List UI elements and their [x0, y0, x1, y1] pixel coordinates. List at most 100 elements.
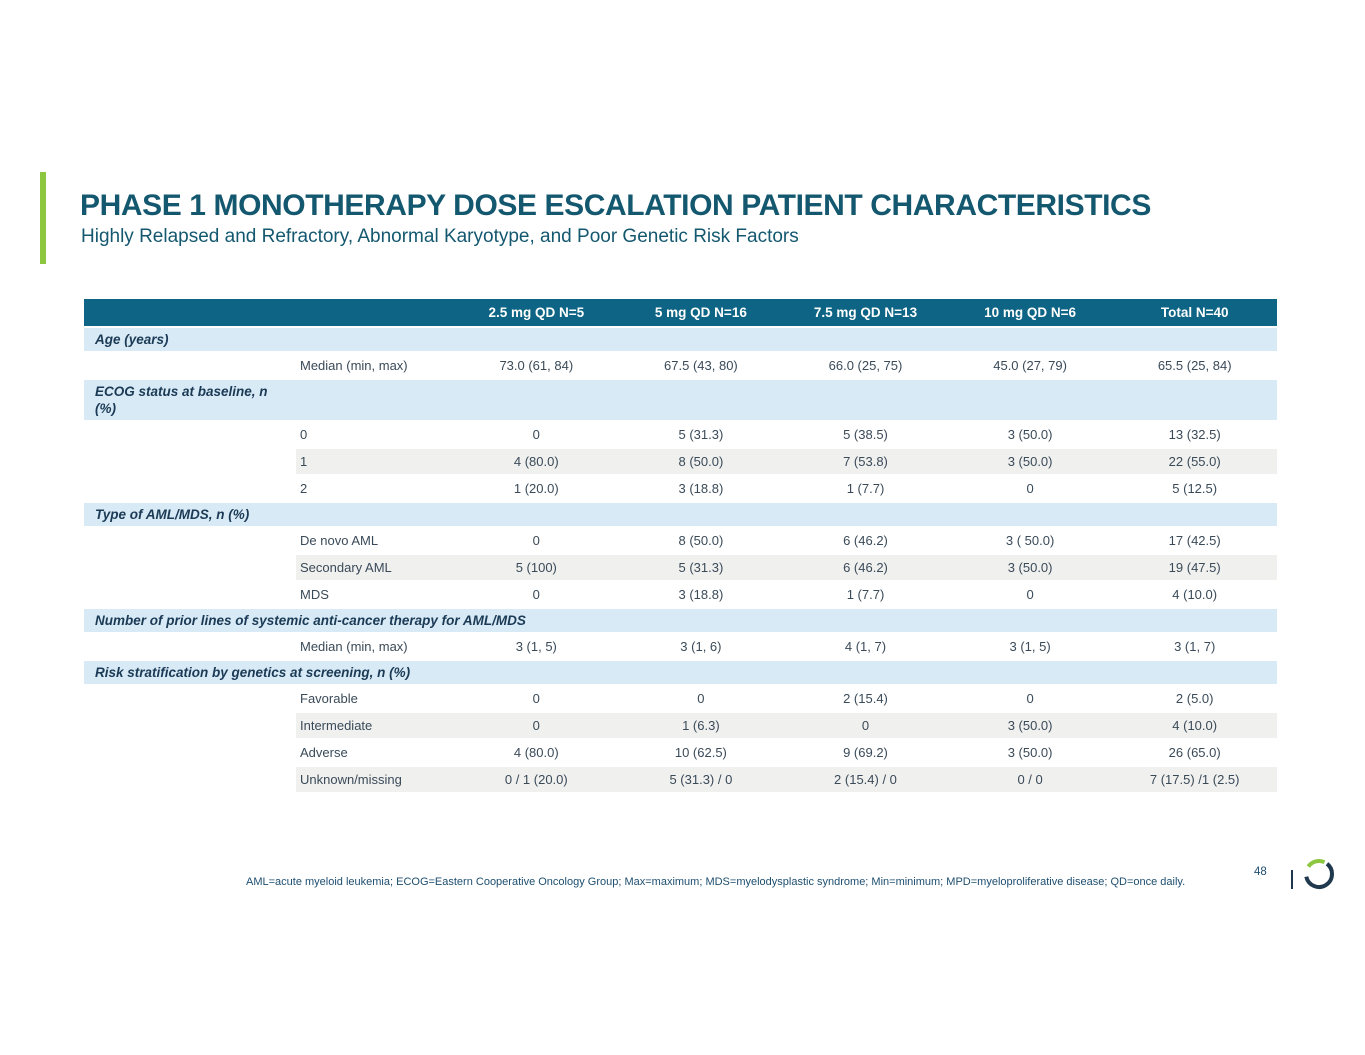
row-value: 22 (55.0) — [1112, 449, 1277, 474]
row-label: 2 — [300, 481, 308, 496]
logo-separator-bar — [1291, 870, 1293, 889]
row-spacer-cell — [84, 686, 296, 711]
row-value: 8 (50.0) — [678, 533, 724, 548]
row-value: 2 (15.4) — [843, 691, 888, 706]
row-spacer-cell — [84, 555, 296, 580]
table-row: Adverse 4 (80.0) 10 (62.5) 9 (69.2) 3 (50.0)… — [84, 740, 1277, 765]
row-value: 26 (65.0) — [1168, 745, 1221, 760]
row-label: Intermediate — [296, 713, 454, 738]
row-value: 0 — [1026, 587, 1034, 602]
row-value: 19 (47.5) — [1112, 555, 1277, 580]
row-value: 67.5 (43, 80) — [664, 358, 738, 373]
table-body: Age (years) Median (min, max) 73.0 (61, 84… — [84, 328, 1277, 792]
row-value: 17 (42.5) — [1168, 533, 1221, 548]
row-value: 4 (1, 7) — [844, 639, 887, 654]
page-title: PHASE 1 MONOTHERAPY DOSE ESCALATION PATI… — [80, 189, 1151, 222]
row-value: 3 (1, 6) — [680, 639, 722, 654]
row-value: 5 (31.3) / 0 — [618, 767, 784, 792]
column-header: 7.5 mg QD N=13 — [813, 305, 918, 320]
row-value: 0 — [454, 713, 619, 738]
table-row: MDS 0 3 (18.8) 1 (7.7) 0 4 (10.0) — [84, 582, 1277, 607]
table-row: 0 0 5 (31.3) 5 (38.5) 3 (50.0) 13 (32.5) — [84, 422, 1277, 447]
row-value: 7 (53.8) — [783, 449, 948, 474]
row-label: Secondary AML — [296, 555, 454, 580]
section-row: Age (years) — [84, 328, 1277, 351]
row-value: 5 (100) — [454, 555, 619, 580]
row-value: 3 (50.0) — [1007, 745, 1053, 760]
row-value: 6 (46.2) — [843, 533, 888, 548]
section-label: Number of prior lines of systemic anti-c… — [95, 613, 526, 628]
table-row: Median (min, max) 73.0 (61, 84) 67.5 (43, … — [84, 353, 1277, 378]
row-value: 4 (80.0) — [454, 449, 619, 474]
row-value: 6 (46.2) — [783, 555, 948, 580]
row-value: 5 (31.3) — [678, 427, 724, 442]
row-spacer-cell — [84, 713, 296, 738]
patient-characteristics-table: 2.5 mg QD N=5 5 mg QD N=16 7.5 mg QD N=13 1… — [84, 299, 1277, 794]
row-value: 10 (62.5) — [674, 745, 727, 760]
table-row: De novo AML 0 8 (50.0) 6 (46.2) 3 ( 50.0) 17 … — [84, 528, 1277, 553]
row-label: MDS — [300, 587, 329, 602]
row-label: Median (min, max) — [300, 358, 408, 373]
row-value: 0 — [783, 713, 948, 738]
column-header: Total N=40 — [1160, 305, 1229, 320]
row-value: 1 (20.0) — [513, 481, 559, 496]
header-spacer-cell — [296, 299, 454, 326]
section-row: ECOG status at baseline, n (%) — [84, 380, 1277, 420]
table-row: Intermediate 0 1 (6.3) 0 3 (50.0) 4 (10.0) — [84, 713, 1277, 738]
row-spacer-cell — [84, 422, 296, 447]
section-label: Risk stratification by genetics at scree… — [95, 665, 411, 680]
row-value: 3 (50.0) — [947, 449, 1113, 474]
row-value: 9 (69.2) — [843, 745, 888, 760]
row-value: 2 (5.0) — [1175, 691, 1214, 706]
row-value: 4 (10.0) — [1112, 713, 1277, 738]
row-value: 7 (17.5) /1 (2.5) — [1112, 767, 1277, 792]
row-label: 0 — [300, 427, 308, 442]
page-subtitle: Highly Relapsed and Refractory, Abnormal… — [81, 226, 799, 247]
row-value: 66.0 (25, 75) — [828, 358, 903, 373]
row-value: 2 (15.4) / 0 — [783, 767, 948, 792]
row-spacer-cell — [84, 582, 296, 607]
row-label: Adverse — [300, 745, 348, 760]
row-label: Median (min, max) — [300, 639, 408, 654]
row-value: 3 (50.0) — [947, 713, 1113, 738]
row-label: De novo AML — [300, 533, 379, 548]
row-label: 1 — [296, 449, 454, 474]
section-row: Number of prior lines of systemic anti-c… — [84, 609, 1277, 632]
row-value: 4 (10.0) — [1172, 587, 1218, 602]
row-value: 5 (31.3) — [618, 555, 784, 580]
row-value: 5 (12.5) — [1172, 481, 1218, 496]
row-value: 0 — [532, 533, 540, 548]
row-value: 45.0 (27, 79) — [993, 358, 1067, 373]
row-spacer-cell — [84, 528, 296, 553]
row-spacer-cell — [84, 634, 296, 659]
row-value: 0 — [1026, 691, 1034, 706]
section-row: Risk stratification by genetics at scree… — [84, 661, 1277, 684]
row-value: 1 (7.7) — [846, 481, 885, 496]
row-spacer-cell — [84, 740, 296, 765]
row-label: Favorable — [300, 691, 358, 706]
section-label: Age (years) — [95, 332, 169, 347]
row-value: 3 (1, 5) — [1009, 639, 1051, 654]
table-row: Favorable 0 0 2 (15.4) 0 2 (5.0) — [84, 686, 1277, 711]
row-value: 0 — [532, 427, 540, 442]
page-number: 48 — [1254, 866, 1267, 878]
row-spacer-cell — [84, 449, 296, 474]
row-value: 13 (32.5) — [1168, 427, 1221, 442]
table-row: Median (min, max) 3 (1, 5) 3 (1, 6) 4 (1, 7… — [84, 634, 1277, 659]
row-value: 3 (18.8) — [678, 481, 724, 496]
column-header: 10 mg QD N=6 — [984, 305, 1077, 320]
row-value: 1 (6.3) — [618, 713, 784, 738]
row-value: 1 (7.7) — [846, 587, 885, 602]
column-header: 5 mg QD N=16 — [654, 305, 747, 320]
row-value: 3 (50.0) — [947, 555, 1113, 580]
row-value: 0 — [532, 691, 540, 706]
title-accent-bar — [40, 172, 46, 264]
row-value: 3 (1, 7) — [1174, 639, 1216, 654]
ring-logo-icon — [1304, 859, 1334, 889]
row-spacer-cell — [84, 476, 296, 501]
row-spacer-cell — [84, 767, 296, 792]
header-spacer-cell — [84, 299, 296, 326]
